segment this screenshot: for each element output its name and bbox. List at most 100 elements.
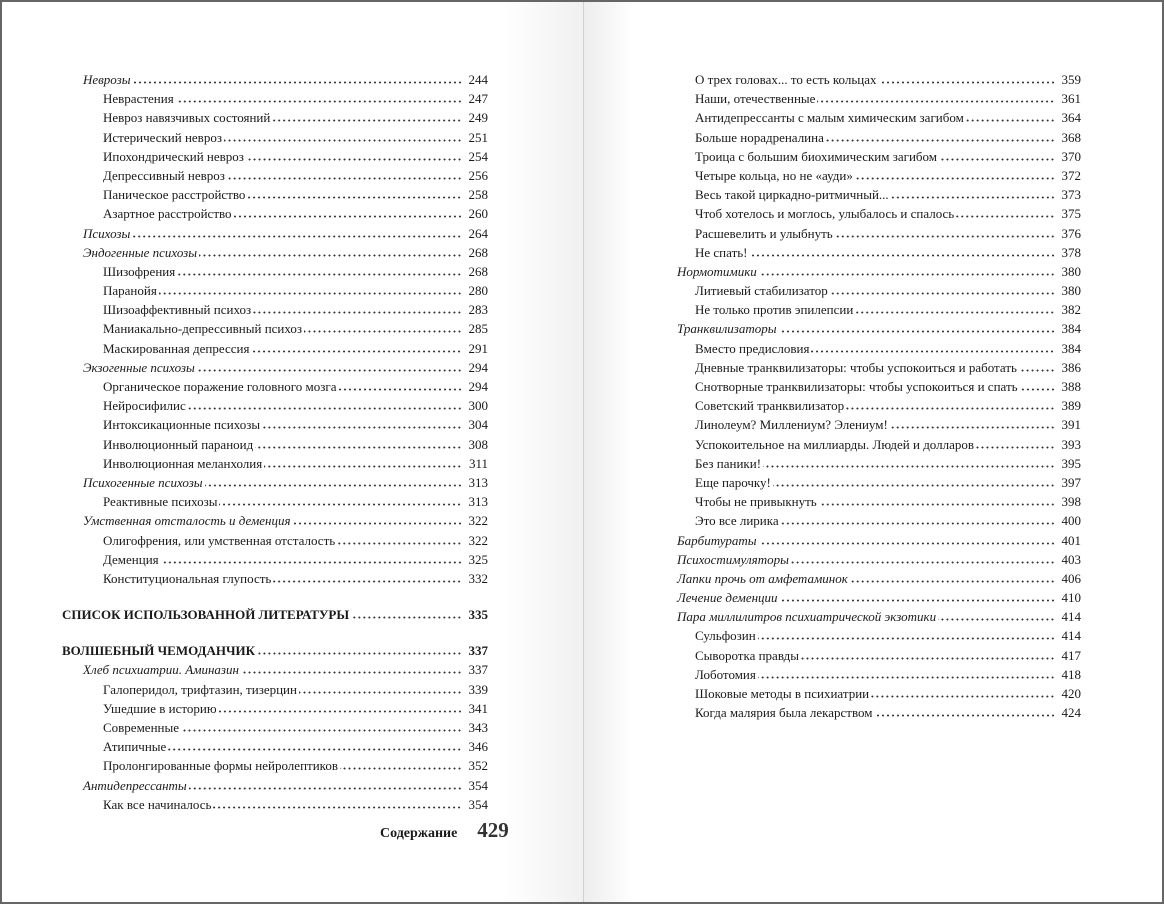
toc-subsection[interactable]: Современные 343 (62, 718, 488, 737)
toc-subsection[interactable]: Успокоительное на миллиарды. Людей и дол… (657, 435, 1081, 454)
dot-leader (834, 234, 1055, 238)
toc-subsection[interactable]: Нейросифилис 300 (62, 396, 488, 415)
toc-subsection[interactable]: Паническое расстройство 258 (62, 185, 488, 204)
toc-subsection[interactable]: Весь такой циркадно-ритмичный... 373 (657, 185, 1081, 204)
toc-entry-page: 364 (1061, 110, 1082, 126)
toc-subsection[interactable]: Истерический невроз 251 (62, 128, 488, 147)
toc-subsection[interactable]: Советский транквилизатор 389 (657, 396, 1081, 415)
dot-leader (240, 671, 462, 675)
toc-entry-title: Интоксикационные психозы (103, 417, 261, 433)
toc-section[interactable]: Эндогенные психозы 268 (62, 243, 488, 262)
toc-section[interactable]: Лечение деменции 410 (657, 588, 1081, 607)
dot-leader (818, 503, 1055, 507)
toc-entry-title: Хлеб психиатрии. Аминазин (83, 662, 239, 678)
toc-chapter[interactable]: СПИСОК ИСПОЛЬЗОВАННОЙ ЛИТЕРАТУРЫ 335 (62, 605, 488, 624)
toc-subsection[interactable]: Без паники! 395 (657, 454, 1081, 473)
toc-subsection[interactable]: Невроз навязчивых состояний 249 (62, 108, 488, 127)
toc-subsection[interactable]: Не спать! 378 (657, 243, 1081, 262)
toc-section[interactable]: Лапки прочь от амфетаминок 406 (657, 569, 1081, 588)
toc-subsection[interactable]: Чтобы не привыкнуть 398 (657, 492, 1081, 511)
toc-section[interactable]: Антидепрессанты 354 (62, 776, 488, 795)
toc-section[interactable]: Психозы 264 (62, 224, 488, 243)
toc-entry-page: 414 (1061, 609, 1082, 625)
toc-subsection[interactable]: Не только против эпилепсии 382 (657, 300, 1081, 319)
toc-subsection[interactable]: Пролонгированные формы нейролептиков 352 (62, 756, 488, 775)
toc-section[interactable]: Хлеб психиатрии. Аминазин 337 (62, 660, 488, 679)
dot-leader (772, 483, 1055, 487)
toc-entry-title: Наши, отечественные (695, 91, 816, 107)
toc-entry-title: Психогенные психозы (83, 474, 203, 490)
toc-subsection[interactable]: Олигофрения, или умственная отсталость 32… (62, 531, 488, 550)
toc-subsection[interactable]: Литиевый стабилизатор 380 (657, 281, 1081, 300)
toc-subsection[interactable]: Четыре кольца, но не «ауди» 372 (657, 166, 1081, 185)
toc-entry-title: Конституциональная глупость (103, 570, 272, 586)
toc-subsection[interactable]: Атипичные 346 (62, 737, 488, 756)
toc-subsection[interactable]: Депрессивный невроз 256 (62, 166, 488, 185)
toc-entry-page: 256 (468, 167, 489, 183)
dot-leader (1019, 388, 1055, 391)
toc-subsection[interactable]: Шизофрения 268 (62, 262, 488, 281)
toc-subsection[interactable]: Ипохондрический невроз 254 (62, 147, 488, 166)
toc-subsection[interactable]: Антидепрессанты с малым химическим загиб… (657, 108, 1081, 127)
toc-entry-page: 361 (1061, 91, 1082, 107)
toc-subsection[interactable]: Неврастения 247 (62, 89, 488, 108)
toc-subsection[interactable]: Троица с большим биохимическим загибом 37… (657, 147, 1081, 166)
section-gap (62, 588, 488, 605)
toc-subsection[interactable]: Азартное расстройство 260 (62, 204, 488, 223)
toc-section[interactable]: Транквилизаторы 384 (657, 319, 1081, 338)
toc-subsection[interactable]: Шизоаффективный психоз 283 (62, 300, 488, 319)
toc-section[interactable]: Экзогенные психозы 294 (62, 358, 488, 377)
toc-subsection[interactable]: Сыворотка правды 417 (657, 646, 1081, 665)
toc-entry-title: Барбитураты (677, 532, 757, 548)
toc-subsection[interactable]: Маскированная депрессия 291 (62, 339, 488, 358)
toc-subsection[interactable]: Инволюционный параноид 308 (62, 435, 488, 454)
toc-entry-title: О трех головах... то есть кольцах (695, 72, 877, 87)
toc-subsection[interactable]: Лоботомия 418 (657, 665, 1081, 684)
dot-leader (177, 272, 462, 276)
toc-section[interactable]: Пара миллилитров психиатрической экзотик… (657, 607, 1081, 626)
toc-subsection[interactable]: Деменция 325 (62, 550, 488, 569)
toc-subsection[interactable]: Больше норадреналина 368 (657, 128, 1081, 147)
toc-entry-page: 341 (468, 700, 489, 716)
toc-subsection[interactable]: Еще парочку! 397 (657, 473, 1081, 492)
toc-subsection[interactable]: Как все начиналось 354 (62, 795, 488, 814)
toc-section[interactable]: Психогенные психозы 313 (62, 473, 488, 492)
toc-entry-title: Чтоб хотелось и моглось, улыбалось и спа… (695, 206, 955, 222)
toc-subsection[interactable]: Когда малярия была лекарством 424 (657, 703, 1081, 722)
toc-section[interactable]: Барбитураты 401 (657, 531, 1081, 550)
toc-subsection[interactable]: Конституциональная глупость 332 (62, 569, 488, 588)
toc-subsection[interactable]: Органическое поражение головного мозга 29… (62, 377, 488, 396)
toc-subsection[interactable]: Шоковые методы в психиатрии 420 (657, 684, 1081, 703)
toc-section[interactable]: Нормотимики 380 (657, 262, 1081, 281)
toc-subsection[interactable]: Линолеум? Миллениум? Элениум! 391 (657, 415, 1081, 434)
toc-subsection[interactable]: Паранойя 280 (62, 281, 488, 300)
toc-subsection[interactable]: Галоперидол, трифтазин, тизерцин 339 (62, 680, 488, 699)
toc-subsection[interactable]: О трех головах... то есть кольцах 359 (657, 70, 1081, 89)
toc-subsection[interactable]: Маниакально-депрессивный психоз 285 (62, 319, 488, 338)
toc-subsection[interactable]: Это все лирика 400 (657, 511, 1081, 530)
dot-leader (292, 522, 462, 526)
toc-section[interactable]: Умственная отсталость и деменция 322 (62, 511, 488, 530)
toc-subsection[interactable]: Вместо предисловия 384 (657, 339, 1081, 358)
toc-subsection[interactable]: Снотворные транквилизаторы: чтобы успоко… (657, 377, 1081, 396)
toc-subsection[interactable]: Расшевелить и улыбнуть 376 (657, 224, 1081, 243)
toc-subsection[interactable]: Реактивные психозы 313 (62, 492, 488, 511)
toc-chapter[interactable]: ВОЛШЕБНЫЙ ЧЕМОДАНЧИК 337 (62, 641, 488, 660)
toc-entry-page: 260 (468, 206, 489, 222)
toc-subsection[interactable]: Сульфозин 414 (657, 626, 1081, 645)
toc-entry-title: Успокоительное на миллиарды. Людей и дол… (695, 436, 975, 452)
toc-subsection[interactable]: Ушедшие в историю 341 (62, 699, 488, 718)
toc-entry-page: 343 (468, 720, 489, 735)
toc-subsection[interactable]: Интоксикационные психозы 304 (62, 415, 488, 434)
toc-subsection[interactable]: Дневные транквилизаторы: чтобы успокоить… (657, 358, 1081, 377)
toc-entry-title: Антидепрессанты с малым химическим загиб… (695, 110, 964, 126)
dot-leader (175, 100, 462, 104)
toc-section[interactable]: Психостимуляторы 403 (657, 550, 1081, 569)
toc-section[interactable]: Неврозы 244 (62, 70, 488, 89)
toc-subsection[interactable]: Чтоб хотелось и моглось, улыбалось и спа… (657, 204, 1081, 223)
dot-leader (158, 292, 462, 296)
toc-entry-page: 254 (468, 148, 489, 164)
dot-leader (199, 253, 462, 257)
toc-subsection[interactable]: Наши, отечественные 361 (657, 89, 1081, 108)
toc-subsection[interactable]: Инволюционная меланхолия 311 (62, 454, 488, 473)
